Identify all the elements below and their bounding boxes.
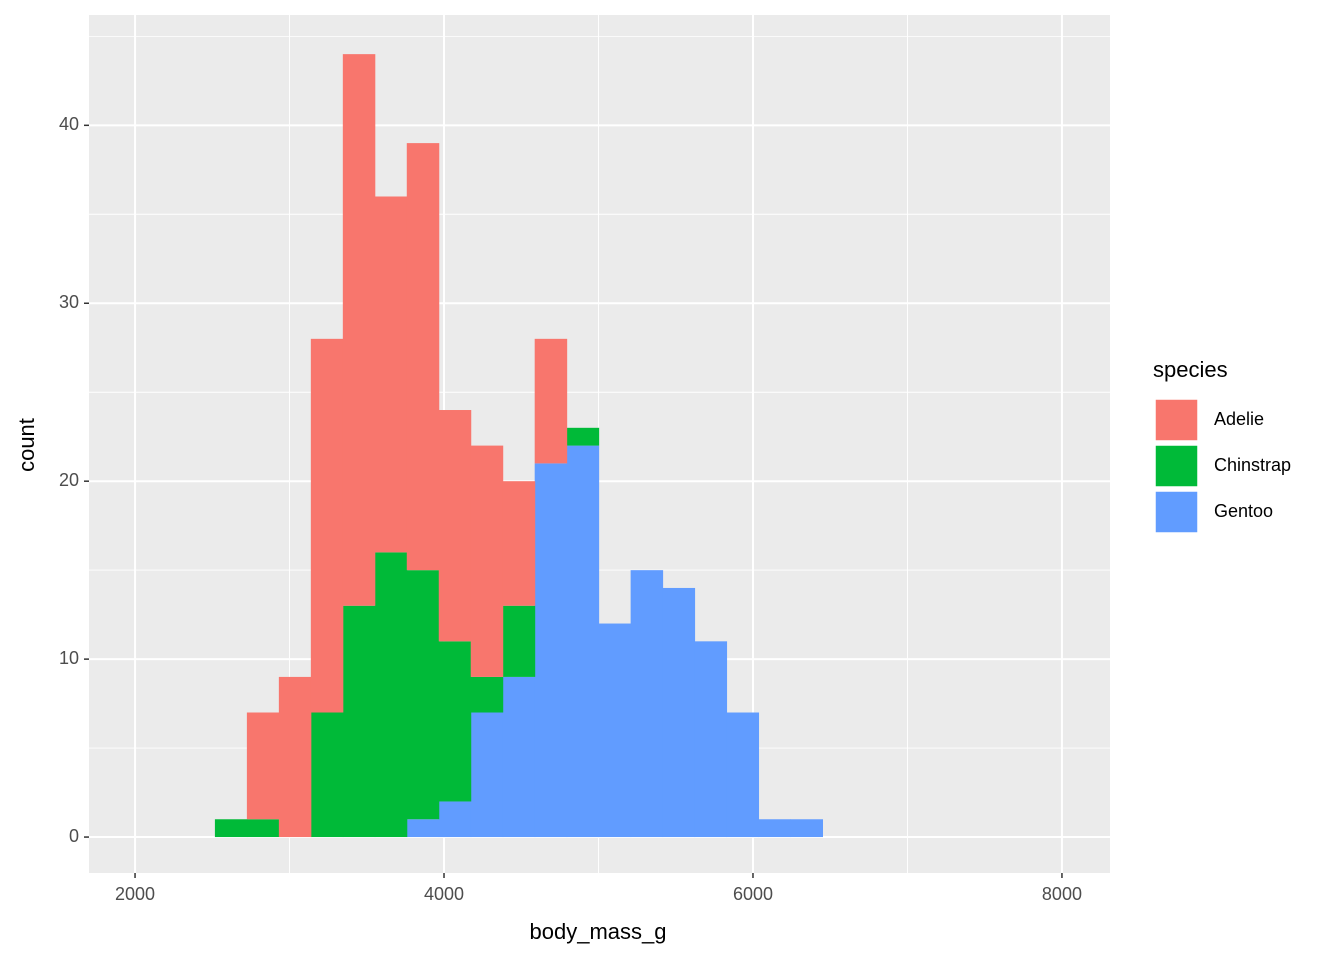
bar — [598, 623, 632, 838]
y-tick-label: 40 — [59, 114, 79, 134]
y-tick-label: 20 — [59, 470, 79, 490]
bar — [502, 481, 536, 606]
bar — [342, 605, 376, 838]
bar — [342, 54, 376, 606]
legend-key — [1154, 490, 1199, 534]
x-tick-label: 8000 — [1042, 884, 1082, 904]
bar — [534, 463, 568, 838]
bar — [694, 641, 728, 838]
x-tick-label: 4000 — [424, 884, 464, 904]
bar — [758, 819, 792, 838]
legend-title: species — [1153, 357, 1228, 382]
bar — [374, 552, 408, 838]
y-tick-label: 30 — [59, 292, 79, 312]
bar — [438, 801, 472, 838]
bar — [246, 712, 280, 820]
y-tick-label: 10 — [59, 648, 79, 668]
bar — [470, 712, 504, 838]
bar — [502, 605, 536, 677]
bar — [214, 819, 248, 838]
bar — [246, 819, 280, 838]
bar — [406, 819, 440, 838]
bar — [406, 570, 440, 820]
legend-key — [1154, 444, 1199, 488]
legend-key — [1154, 398, 1199, 442]
bar — [278, 676, 312, 838]
legend-label: Chinstrap — [1214, 455, 1291, 475]
bar — [310, 338, 344, 713]
legend-label: Gentoo — [1214, 501, 1273, 521]
bar — [438, 410, 472, 642]
bar — [374, 196, 408, 553]
y-axis-title: count — [14, 418, 39, 472]
bar — [566, 445, 600, 838]
bar — [406, 143, 440, 571]
bar — [470, 676, 504, 713]
bar — [470, 445, 504, 677]
bar — [662, 587, 696, 838]
bar — [566, 427, 600, 446]
bar — [310, 712, 344, 838]
bar — [502, 676, 536, 838]
bar — [726, 712, 760, 838]
legend-label: Adelie — [1214, 409, 1264, 429]
bar — [438, 641, 472, 802]
bar — [630, 570, 664, 838]
y-tick-label: 0 — [69, 826, 79, 846]
x-tick-label: 6000 — [733, 884, 773, 904]
x-tick-label: 2000 — [115, 884, 155, 904]
bar — [534, 338, 568, 464]
x-axis-title: body_mass_g — [530, 919, 667, 944]
bar — [790, 819, 824, 838]
